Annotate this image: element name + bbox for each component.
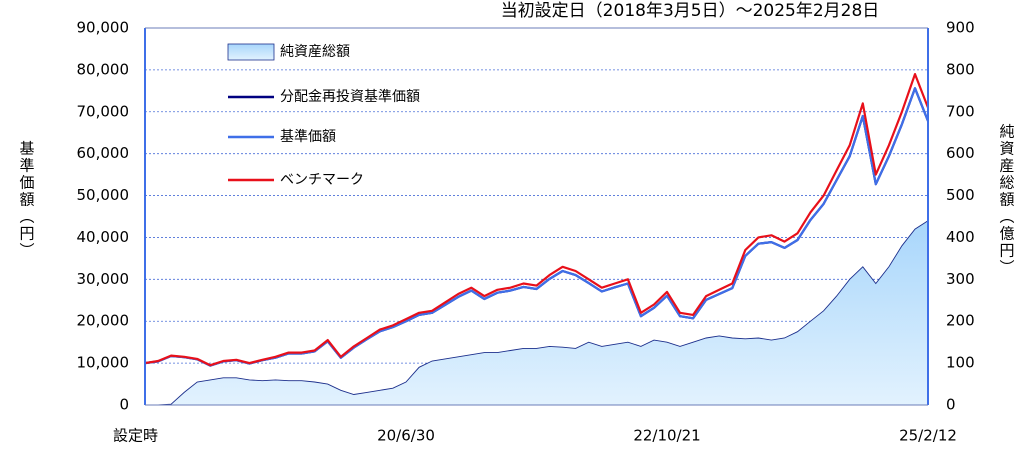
y2-tick-label: 500 [946,186,975,204]
y-tick-label: 80,000 [77,60,130,78]
legend-swatch [227,43,275,61]
y-tick-label: 70,000 [77,102,130,120]
y-tick-label: 40,000 [77,228,130,246]
y2-tick-label: 400 [946,228,975,246]
y-axis-label: 基準価額（円） [18,141,36,260]
y-tick-label: 60,000 [77,144,130,162]
y-tick-label: 90,000 [77,19,130,37]
price-line [144,73,930,367]
y-tick-label: 10,000 [77,354,130,372]
y2-tick-label: 0 [946,396,956,414]
legend-label: 基準価額 [280,128,336,145]
y-tick-label: 30,000 [77,270,130,288]
x-tick-label: 22/10/21 [633,427,700,445]
x-tick-label: 20/6/30 [377,427,435,445]
y2-tick-label: 200 [946,312,975,330]
y2-tick-label: 800 [946,60,975,78]
y2-tick-label: 100 [946,354,975,372]
y2-tick-label: 300 [946,270,975,288]
chart-title: 当初設定日（2018年3月5日）～2025年2月28日 [501,1,880,21]
x-tick-label: 設定時 [113,427,158,445]
net-assets-edge [145,220,929,406]
y-tick-label: 0 [119,396,129,414]
net-assets-area [145,220,928,405]
y2-tick-label: 600 [946,144,975,162]
legend-label: 分配金再投資基準価額 [280,88,420,105]
y2-axis-label: 純資産総額（億円） [998,124,1016,277]
y-tick-label: 20,000 [77,312,130,330]
y2-tick-label: 900 [946,19,975,37]
y-tick-label: 50,000 [77,186,130,204]
legend-label: 純資産総額 [280,44,350,60]
x-tick-label: 25/2/12 [899,427,957,445]
legend-label: ベンチマーク [280,172,364,188]
y2-tick-label: 700 [946,102,975,120]
